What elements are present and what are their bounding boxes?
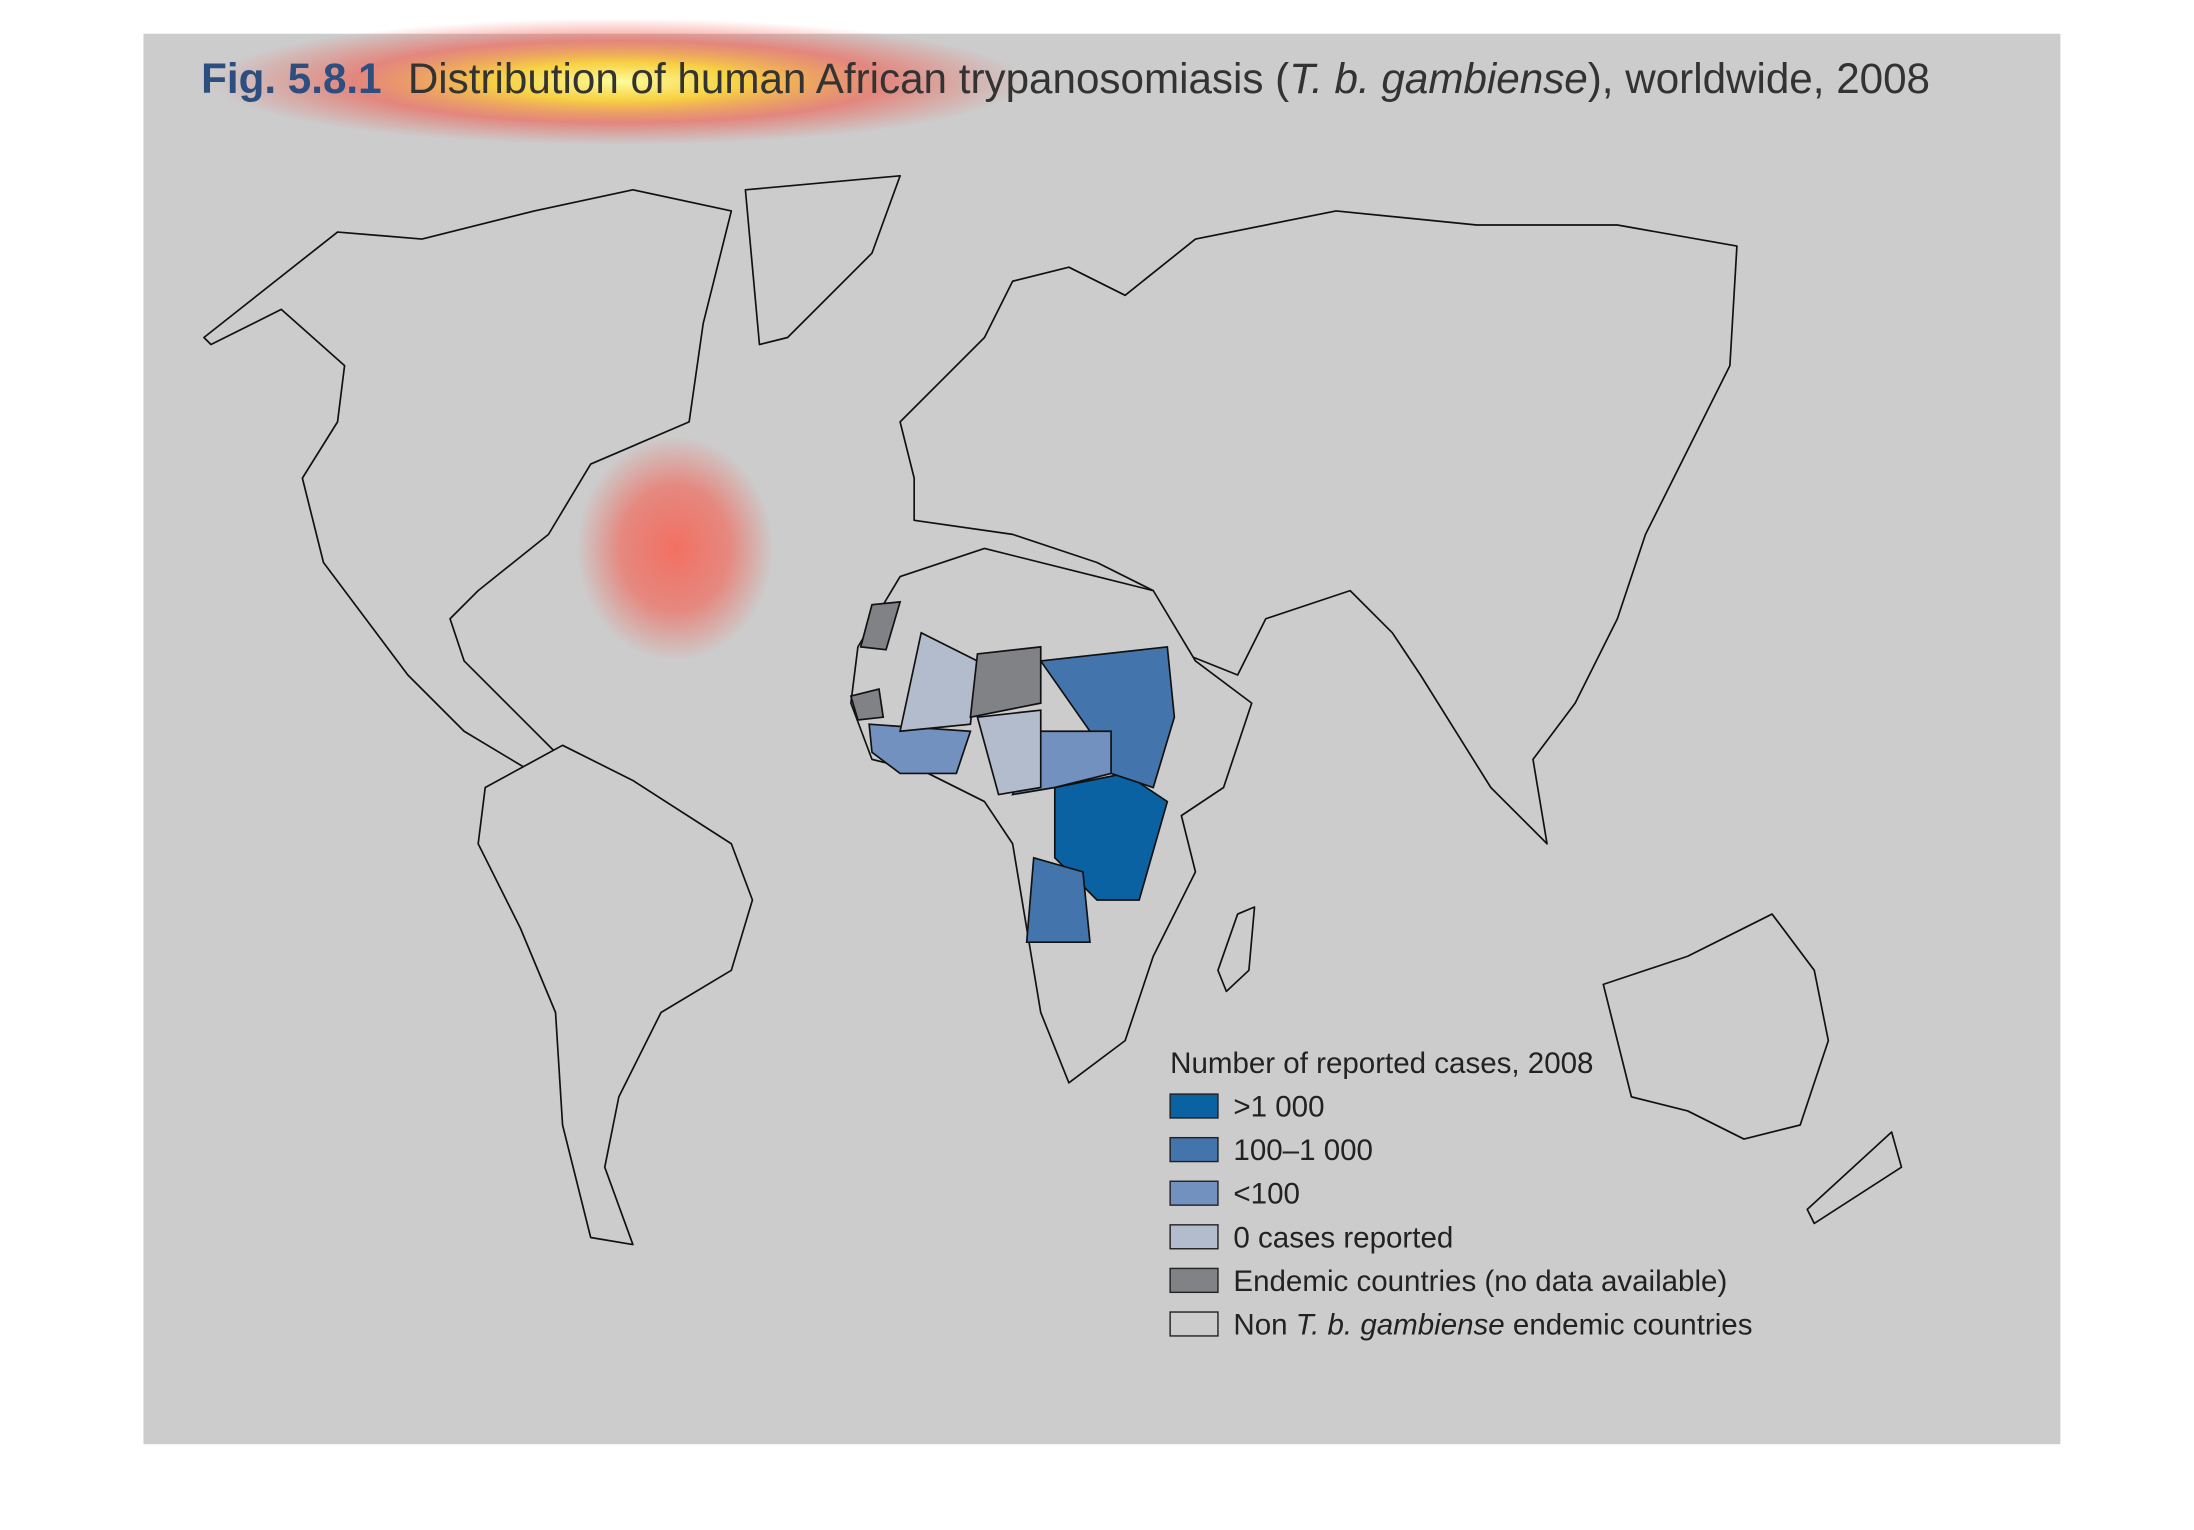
region-zero-cases	[899, 631, 979, 733]
new-zealand	[1806, 1131, 1903, 1225]
madagascar	[1217, 906, 1256, 993]
text-part: endemic countries	[1505, 1309, 1753, 1342]
legend-label: 100–1 000	[1233, 1134, 1373, 1167]
text-part: Distribution of human African trypanosom…	[408, 55, 1289, 102]
legend-swatch	[1169, 1093, 1219, 1119]
text-part: ), worldwide, 2008	[1588, 55, 1930, 102]
australia	[1602, 913, 1830, 1140]
text-part: T. b. gambiense	[1296, 1309, 1505, 1342]
figure-number: Fig. 5.8.1	[201, 55, 381, 102]
heat-spot	[576, 435, 774, 661]
text-part: Non	[1233, 1309, 1295, 1342]
region-under-100	[868, 723, 972, 775]
legend-label: Endemic countries (no data available)	[1233, 1265, 1727, 1298]
figure-title: Distribution of human African trypanosom…	[408, 55, 1930, 102]
region-endemic-no-data	[859, 600, 902, 651]
legend-swatch	[1169, 1224, 1219, 1250]
text-part: T. b. gambiense	[1289, 55, 1588, 102]
legend-label: >1 000	[1233, 1091, 1324, 1124]
region-100-1000	[1025, 856, 1091, 944]
attention-overlay	[210, 18, 1027, 661]
south-america	[477, 744, 754, 1246]
legend-title: Number of reported cases, 2008	[1170, 1047, 1593, 1080]
greenland	[744, 174, 901, 346]
legend-swatch	[1169, 1267, 1219, 1294]
legend-swatch	[1169, 1311, 1219, 1337]
legend-swatch	[1169, 1136, 1219, 1163]
region-endemic-no-data	[969, 645, 1042, 719]
legend-label: Non T. b. gambiense endemic countries	[1233, 1309, 1752, 1342]
legend-label: <100	[1233, 1178, 1299, 1211]
north-america	[203, 189, 733, 775]
legend-label: 0 cases reported	[1233, 1221, 1453, 1254]
region-endemic-no-data	[849, 688, 885, 721]
endemic-regions	[849, 600, 1176, 944]
heat-spot	[210, 18, 1027, 145]
region-zero-cases	[976, 709, 1042, 796]
legend: >1 000 100–1 000 <100 0 cases reported Endem…	[1169, 1091, 1752, 1342]
legend-swatch	[1169, 1180, 1219, 1206]
